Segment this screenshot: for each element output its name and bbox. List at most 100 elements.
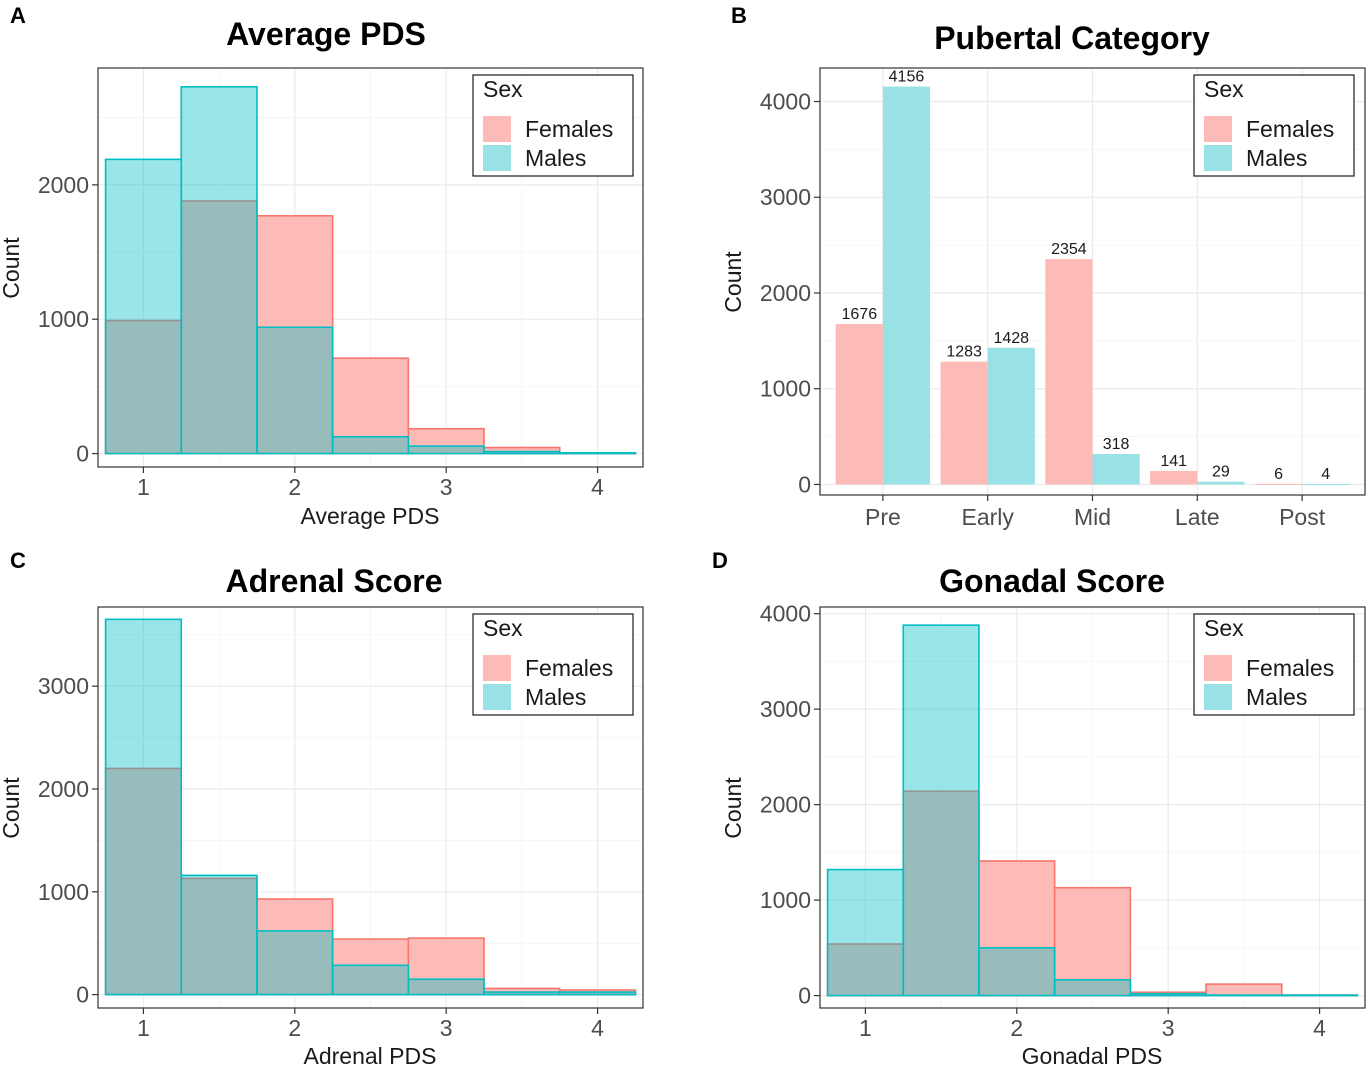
legend-key-males (1204, 684, 1232, 710)
y-tick-label: 1000 (38, 879, 89, 905)
bar-females (902, 790, 980, 997)
x-tick-label: 1 (137, 474, 150, 500)
bar-females (1150, 470, 1198, 485)
y-axis-title-a: Count (0, 237, 24, 299)
plot-title-c: Adrenal Score (226, 563, 443, 599)
bar-data-label: 29 (1212, 464, 1230, 481)
x-tick-label: Pre (865, 504, 901, 530)
bar-males (180, 874, 258, 996)
x-tick-label: 4 (1313, 1015, 1326, 1041)
bar-females (407, 937, 485, 996)
bar-data-label: 1428 (993, 330, 1029, 347)
y-tick-label: 1000 (38, 306, 89, 332)
legend-title: Sex (1204, 76, 1244, 102)
bar-males (1302, 484, 1350, 486)
x-tick-label: Late (1175, 504, 1220, 530)
panel-b: B Pubertal Category 1676 4156 Pre 1283 1428 E… (720, 3, 1366, 530)
bar-males (483, 991, 561, 996)
legend-key-females (1204, 116, 1232, 142)
bar-females (1205, 983, 1283, 997)
panel-border (819, 67, 1366, 496)
bar-males (978, 947, 1056, 997)
legend-key-males (483, 145, 511, 171)
legend-label-males: Males (1246, 684, 1307, 710)
bar-data-label: 4156 (889, 69, 925, 86)
bar-males (104, 618, 183, 996)
bar-females (331, 938, 410, 996)
bar-males (1197, 481, 1245, 485)
legend-label-females: Females (1246, 116, 1334, 142)
x-tick-label: Early (961, 504, 1014, 530)
y-tick-label: 4000 (760, 601, 811, 627)
x-axis-title-c: Adrenal PDS (304, 1043, 437, 1069)
legend-key-females (483, 655, 511, 681)
legend-label-males: Males (525, 684, 586, 710)
y-tick-label: 3000 (760, 696, 811, 722)
bar-males (1053, 979, 1132, 997)
panel-c: C Adrenal Score 0 1000 2000 3000 1 2 3 4 SexFema… (0, 548, 644, 1069)
bar-males (558, 991, 637, 996)
x-tick-label: 3 (1162, 1015, 1175, 1041)
bar-males (987, 347, 1035, 485)
y-tick-label: 0 (76, 982, 89, 1008)
panel-d: D Gonadal Score 0 1000 2000 3000 4000 1 2 3 4 Sex… (712, 548, 1366, 1069)
bar-females (835, 324, 883, 485)
y-tick-label: 4000 (760, 89, 811, 115)
x-tick-label: 1 (859, 1015, 872, 1041)
x-tick-label: 3 (440, 474, 453, 500)
x-tick-label: 4 (591, 474, 604, 500)
panel-border (97, 606, 644, 1009)
bar-males (407, 978, 485, 996)
x-axis-title-d: Gonadal PDS (1022, 1043, 1163, 1069)
bar-males (180, 86, 258, 455)
panel-letter-d: D (712, 548, 728, 573)
bar-data-label: 2354 (1051, 241, 1087, 258)
legend-title: Sex (483, 76, 523, 102)
bar-males (483, 450, 561, 455)
x-tick-label: 2 (288, 1015, 301, 1041)
bar-males (331, 964, 410, 996)
legend-label-males: Males (1246, 145, 1307, 171)
x-tick-label: 2 (1010, 1015, 1023, 1041)
y-tick-label: 2000 (38, 172, 89, 198)
y-tick-label: 0 (76, 441, 89, 467)
legend-label-females: Females (525, 116, 613, 142)
bar-males (256, 326, 334, 455)
bar-females (1053, 886, 1132, 997)
bar-females (104, 767, 183, 996)
bar-males (104, 158, 183, 455)
bar-females (1254, 483, 1303, 485)
legend-title: Sex (1204, 615, 1244, 641)
bar-males (826, 868, 905, 997)
y-tick-label: 2000 (760, 280, 811, 306)
y-tick-label: 0 (798, 471, 811, 497)
panel-letter-a: A (10, 3, 26, 28)
bar-data-label: 1283 (946, 344, 982, 361)
x-tick-label: Mid (1074, 504, 1111, 530)
x-tick-label: Post (1279, 504, 1326, 530)
plot-area-b: 1676 4156 Pre 1283 1428 Early 2354 318 Mid 141 29 L… (760, 67, 1366, 530)
legend-key-females (483, 116, 511, 142)
x-axis-title-a: Average PDS (301, 503, 440, 529)
bar-females (256, 898, 334, 996)
y-tick-label: 3000 (760, 184, 811, 210)
bar-females (1045, 259, 1093, 485)
bar-males (902, 624, 980, 997)
bar-males (1092, 454, 1140, 485)
bar-data-label: 4 (1321, 466, 1330, 483)
bar-data-label: 141 (1160, 453, 1187, 470)
bar-males (1129, 992, 1207, 997)
y-axis-title-b: Count (720, 251, 746, 313)
x-tick-label: 4 (591, 1015, 604, 1041)
y-tick-label: 2000 (38, 776, 89, 802)
y-tick-label: 1000 (760, 376, 811, 402)
plot-title-b: Pubertal Category (934, 20, 1210, 56)
